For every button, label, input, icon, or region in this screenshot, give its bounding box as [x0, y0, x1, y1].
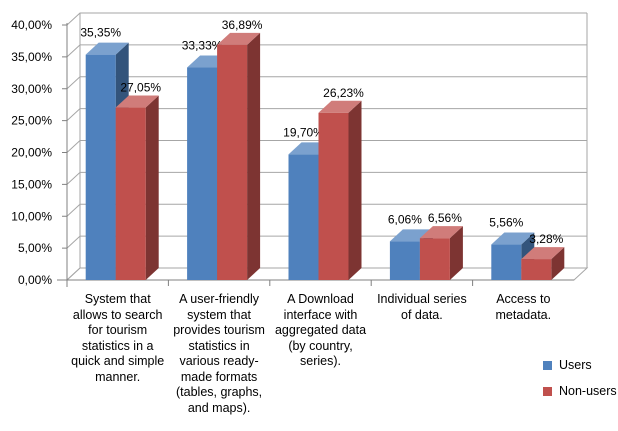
bar-non-users [217, 32, 261, 280]
data-label: 27,05% [120, 81, 161, 95]
x-category-label-line: Individual series [377, 292, 467, 306]
legend-label-users: Users [559, 358, 592, 372]
x-category-label-line: various ready- [179, 354, 259, 368]
legend-item-non-users: Non-users [543, 378, 617, 404]
x-category-label: A Download interface with aggregated data(… [269, 292, 373, 370]
x-category-label-line: Access to [496, 292, 551, 306]
y-tick-label: 30,00% [11, 82, 52, 96]
bar-side [145, 95, 159, 281]
bar-side [551, 247, 565, 280]
bar-non-users [521, 247, 565, 280]
x-category-label-line: A Download [287, 292, 354, 306]
x-category-label-line: made formats [180, 369, 258, 384]
y-tick-label: 15,00% [11, 177, 52, 191]
bar-front [491, 244, 522, 280]
y-tick-label: 35,00% [11, 50, 52, 64]
legend: Users Non-users [543, 352, 617, 404]
legend-swatch-users [543, 360, 552, 370]
bar-front [187, 67, 218, 281]
x-category-label-line: (tables, graphs, [176, 385, 263, 399]
bar-side [348, 100, 362, 280]
x-category-label-line: statistics in a [81, 338, 154, 353]
x-category-label-line: interface with [283, 307, 358, 322]
y-tick-label: 25,00% [11, 114, 52, 128]
bar-top [521, 247, 565, 260]
x-category-label: A user-friendly system that provides touri… [167, 292, 271, 416]
gridline [66, 44, 587, 58]
bar-front [85, 54, 116, 280]
data-label: 36,89% [222, 18, 263, 32]
x-category-label-line: and maps). [187, 400, 251, 415]
bar-top [318, 100, 362, 113]
bar-front [288, 154, 319, 280]
y-tick-label: 10,00% [11, 209, 52, 223]
x-category-label-line: allows to search [72, 307, 163, 322]
bar-front [389, 241, 420, 280]
x-category-label-line: of data. [401, 307, 443, 322]
x-category-label-line: metadata. [495, 307, 552, 322]
legend-item-users: Users [543, 352, 617, 378]
y-tick-label: 20,00% [11, 146, 52, 160]
bar-front [318, 112, 349, 280]
x-category-label: System that allows to search for tourism st… [66, 292, 170, 385]
x-category-label-line: A user-friendly [179, 292, 260, 306]
y-tick-label: 0,00% [18, 273, 52, 287]
data-label: 26,23% [323, 86, 364, 100]
bar-side [449, 226, 463, 280]
legend-label-non-users: Non-users [559, 384, 617, 398]
x-category-label-line: series). [300, 354, 341, 368]
data-label: 3,28% [529, 232, 563, 246]
bar-front [115, 107, 146, 281]
bar-non-users [419, 226, 463, 280]
x-category-label-line: statistics in [188, 338, 250, 353]
x-category-label-line: (by country, [288, 338, 353, 353]
x-category-label-line: manner. [95, 369, 141, 384]
x-category-label-line: quick and simple [71, 354, 165, 368]
bar-non-users [318, 100, 362, 280]
y-tick-label: 40,00% [11, 18, 52, 32]
x-category-label-line: system that [187, 307, 252, 322]
x-category-label: Access to metadata. [471, 292, 575, 323]
bar-top [217, 32, 261, 45]
data-label: 19,70% [283, 125, 324, 139]
bar-top [419, 226, 463, 239]
bar-front [217, 44, 248, 280]
x-category-label-line: for tourism [88, 323, 148, 337]
bar-non-users [115, 95, 159, 281]
bar-top [115, 95, 159, 108]
data-label: 6,56% [428, 211, 462, 225]
bar-side [247, 32, 261, 280]
gridline [66, 12, 587, 26]
x-category-label: Individual series of data. [370, 292, 474, 323]
bar-top [491, 232, 535, 245]
x-category-label-line: provides tourism [173, 323, 265, 337]
bar-front [521, 259, 552, 280]
legend-swatch-non-users [543, 386, 552, 396]
bar-top [85, 42, 129, 55]
data-label: 5,56% [489, 216, 523, 230]
data-label: 33,33% [182, 39, 223, 53]
bar-front [419, 238, 450, 280]
y-tick-label: 5,00% [18, 241, 52, 255]
data-label: 6,06% [388, 212, 422, 226]
x-category-label-line: aggregated data [274, 323, 367, 337]
x-category-label-line: System that [84, 292, 151, 306]
data-label: 35,35% [80, 26, 121, 40]
